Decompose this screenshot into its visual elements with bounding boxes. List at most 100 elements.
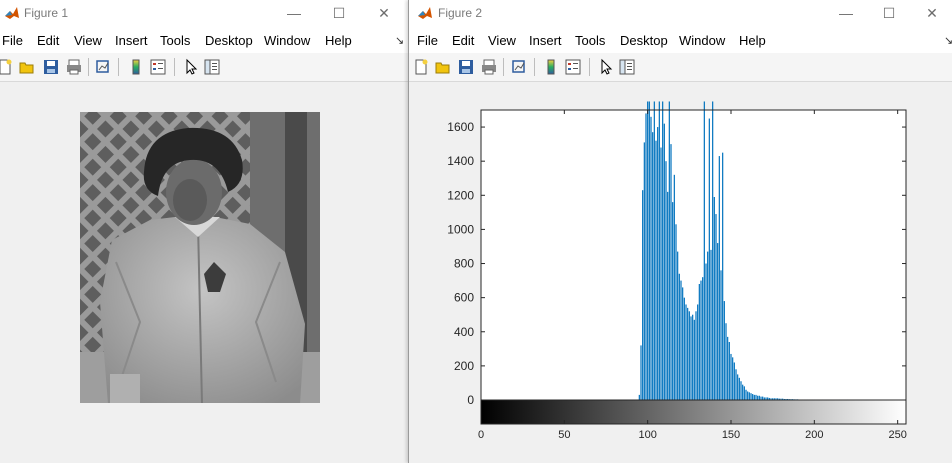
figure1-menu-window[interactable]: Window	[264, 33, 311, 48]
figure1-menu-insert[interactable]: Insert	[115, 33, 148, 48]
figure2-menu-help[interactable]: Help	[739, 33, 766, 48]
new-figure-icon[interactable]	[412, 58, 430, 76]
figure2-menu-overflow-icon[interactable]: ↘	[944, 35, 952, 47]
figure1-menu-file[interactable]: File	[2, 33, 23, 48]
histogram-bar	[705, 263, 707, 400]
histogram-plot[interactable]: 0 200 400 600 800 1000 1200 1400 1600 0 50 100 150 2…	[409, 82, 952, 463]
figure1-toolbar	[0, 53, 408, 82]
legend-icon[interactable]	[564, 58, 582, 76]
save-icon[interactable]	[457, 58, 475, 76]
figure1-menu-tools[interactable]: Tools	[160, 33, 191, 48]
new-figure-icon[interactable]	[0, 58, 14, 76]
y-tick-label: 0	[467, 393, 474, 407]
figure2-menu-tools[interactable]: Tools	[575, 33, 606, 48]
histogram-bar	[725, 323, 727, 400]
histogram-bar	[653, 101, 655, 400]
histogram-bar	[655, 140, 657, 400]
toolbar-separator	[88, 58, 89, 76]
histogram-bar	[787, 398, 789, 400]
figure2-menu-insert[interactable]: Insert	[529, 33, 562, 48]
save-icon[interactable]	[42, 58, 60, 76]
histogram-bar	[747, 391, 749, 400]
histogram-bar	[675, 224, 677, 400]
y-tick-label: 1200	[447, 188, 474, 202]
histogram-bar	[738, 377, 740, 400]
edit-plot-icon[interactable]	[182, 58, 200, 76]
histogram-bar	[645, 113, 647, 400]
open-file-icon[interactable]	[18, 58, 36, 76]
property-inspector-icon[interactable]	[618, 58, 636, 76]
histogram-bar	[785, 398, 787, 400]
histogram-bar	[718, 156, 720, 400]
figure2-titlebar[interactable]: Figure 2 — ☐ ✕	[409, 0, 952, 28]
colorbar-icon[interactable]	[542, 58, 560, 76]
figure1-menu-view[interactable]: View	[74, 33, 102, 48]
histogram-bar	[780, 398, 782, 400]
edit-plot-icon[interactable]	[597, 58, 615, 76]
figure2-canvas: 0 200 400 600 800 1000 1200 1400 1600 0 50 100 150 2…	[409, 82, 952, 463]
histogram-bar	[693, 319, 695, 400]
histogram-bar	[640, 345, 642, 400]
histogram-bar	[698, 284, 700, 400]
x-tick-label: 50	[558, 429, 570, 441]
histogram-bar	[710, 249, 712, 400]
figure1-menu-edit[interactable]: Edit	[37, 33, 60, 48]
histogram-bar	[765, 397, 767, 400]
y-tick-label: 1000	[447, 222, 474, 236]
histogram-bar	[663, 123, 665, 400]
histogram-bar	[677, 251, 679, 400]
figure1-close-button[interactable]: ✕	[378, 5, 390, 21]
figure2-menu-file[interactable]: File	[417, 33, 438, 48]
histogram-bar	[750, 393, 752, 400]
figure1-menu-desktop[interactable]: Desktop	[205, 33, 253, 48]
histogram-bar	[707, 251, 709, 400]
figure1-maximize-button[interactable]: ☐	[332, 5, 346, 21]
histogram-bar	[722, 152, 724, 400]
figure2-menu-desktop[interactable]: Desktop	[620, 33, 668, 48]
figure1-menu-help[interactable]: Help	[325, 33, 352, 48]
property-inspector-icon[interactable]	[203, 58, 221, 76]
histogram-bar	[692, 314, 694, 400]
link-plot-icon[interactable]	[94, 58, 112, 76]
open-file-icon[interactable]	[434, 58, 452, 76]
print-icon[interactable]	[480, 58, 498, 76]
histogram-bar	[768, 397, 770, 400]
grayscale-colorbar	[480, 399, 907, 425]
histogram-bar	[680, 280, 682, 400]
histogram-bar	[717, 243, 719, 400]
figure1-menu-overflow-icon[interactable]: ↘	[395, 35, 405, 47]
figure2-menu-view[interactable]: View	[488, 33, 516, 48]
figure1-title: Figure 1	[24, 6, 69, 20]
histogram-bar	[650, 116, 652, 400]
histogram-bar	[727, 336, 729, 400]
figure2-close-button[interactable]: ✕	[926, 5, 938, 21]
histogram-bar	[648, 101, 650, 400]
y-tick-label: 400	[454, 325, 474, 339]
print-icon[interactable]	[65, 58, 83, 76]
histogram-bar	[690, 316, 692, 400]
histogram-bar	[678, 273, 680, 400]
histogram-bar	[652, 132, 654, 400]
legend-icon[interactable]	[149, 58, 167, 76]
histogram-bar	[642, 190, 644, 400]
histogram-bar	[767, 397, 769, 400]
histogram-bar	[737, 374, 739, 400]
figure1-canvas	[0, 82, 408, 463]
histogram-bar	[772, 398, 774, 400]
figure1-titlebar[interactable]: Figure 1 — ☐ ✕	[0, 0, 408, 28]
figure1-minimize-button[interactable]: —	[287, 5, 301, 21]
link-plot-icon[interactable]	[510, 58, 528, 76]
figure2-menu-edit[interactable]: Edit	[452, 33, 475, 48]
x-tick-label: 200	[805, 429, 823, 441]
x-tick-label: 100	[638, 429, 656, 441]
figure2-menu-window[interactable]: Window	[679, 33, 726, 48]
histogram-bar	[667, 191, 669, 400]
histogram-bar	[688, 311, 690, 400]
figure2-maximize-button[interactable]: ☐	[882, 5, 896, 21]
histogram-bar	[712, 101, 714, 400]
figure2-minimize-button[interactable]: —	[839, 5, 853, 21]
histogram-bar	[730, 353, 732, 400]
colorbar-icon[interactable]	[127, 58, 145, 76]
histogram-bar	[687, 307, 689, 400]
histogram-bar	[760, 396, 762, 400]
